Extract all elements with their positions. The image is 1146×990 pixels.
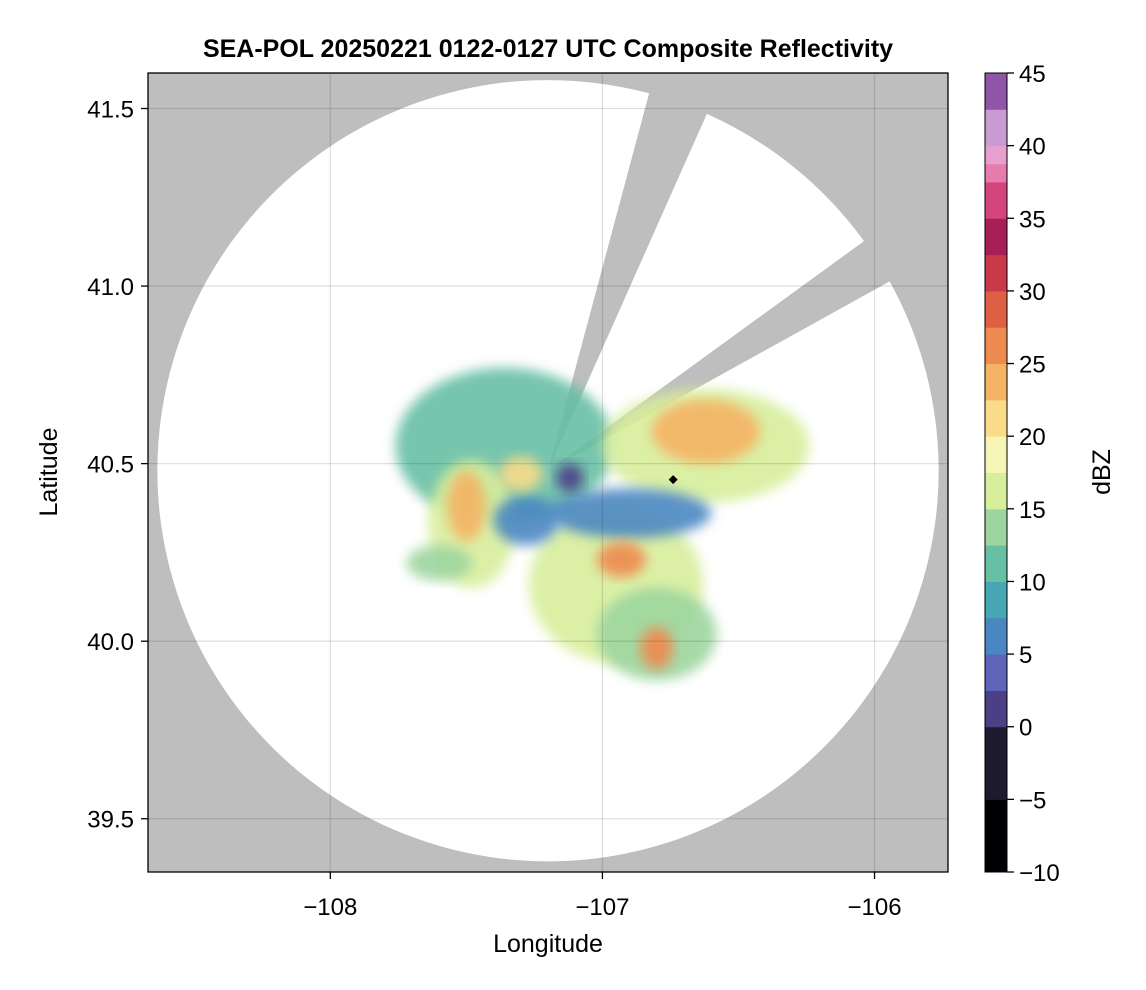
echo-region (596, 541, 646, 578)
colorbar-band (985, 327, 1007, 346)
colorbar-band (985, 526, 1007, 546)
echo-region (493, 495, 559, 546)
echo-region (556, 463, 584, 493)
colorbar-band (985, 181, 1007, 201)
colorbar-band (985, 763, 1007, 782)
colorbar-band (985, 381, 1007, 401)
colorbar-band (985, 599, 1007, 619)
colorbar-band (985, 672, 1007, 691)
colorbar-tick-label: 25 (1019, 352, 1046, 379)
y-tick-label: 40.5 (87, 452, 134, 479)
colorbar-band (985, 654, 1007, 673)
colorbar-band (985, 726, 1007, 746)
colorbar-band (985, 290, 1007, 310)
colorbar-tick-label: 30 (1019, 279, 1046, 306)
colorbar-band (985, 309, 1007, 328)
colorbar-band (985, 109, 1007, 128)
reflectivity-echoes (395, 367, 810, 681)
colorbar-tick-label: 5 (1019, 642, 1032, 669)
colorbar-band (985, 799, 1007, 819)
y-axis: 39.5 40.0 40.5 41.0 41.5 (87, 97, 148, 834)
colorbar-band (985, 399, 1007, 419)
colorbar-band (985, 236, 1007, 256)
colorbar-tick-label: −10 (1019, 860, 1060, 887)
echo-region (447, 470, 486, 542)
y-axis-label: Latitude (35, 428, 63, 517)
colorbar-band (985, 272, 1007, 292)
colorbar-band (985, 835, 1007, 855)
plot-frame (147, 72, 949, 873)
colorbar-band (985, 163, 1007, 183)
echo-region (651, 399, 761, 464)
colorbar-band (985, 690, 1007, 710)
echo-region (548, 488, 712, 539)
colorbar-band (985, 454, 1007, 473)
colorbar-band (985, 200, 1007, 219)
colorbar-band (985, 218, 1007, 237)
colorbar-band (985, 145, 1007, 165)
x-tick-label: −108 (303, 894, 357, 921)
gridlines (148, 73, 948, 872)
colorbar-band (985, 73, 1007, 92)
y-tick-label: 39.5 (87, 807, 134, 834)
colorbar-tick-label: 45 (1019, 61, 1046, 88)
colorbar-band (985, 708, 1007, 728)
echo-region (640, 626, 674, 670)
colorbar-band (985, 127, 1007, 147)
colorbar-tick-label: 40 (1019, 134, 1046, 161)
colorbar-band (985, 563, 1007, 582)
y-tick-label: 40.0 (87, 629, 134, 656)
x-axis-label: Longitude (493, 930, 603, 958)
colorbar-band (985, 254, 1007, 274)
x-tick-label: −107 (575, 894, 629, 921)
echo-region (406, 545, 472, 581)
colorbar-band (985, 363, 1007, 383)
colorbar-tick-label: 15 (1019, 497, 1046, 524)
colorbar-band (985, 436, 1007, 455)
x-tick-label: −106 (847, 894, 901, 921)
chart-title: SEA-POL 20250221 0122-0127 UTC Composite… (203, 35, 893, 63)
colorbar-band (985, 853, 1007, 873)
colorbar: −10 −5 0 5 10 15 20 25 30 35 40 45 (984, 61, 1060, 887)
colorbar-band (985, 508, 1007, 528)
colorbar-tick-label: 20 (1019, 424, 1046, 451)
colorbar-label: dBZ (1088, 449, 1116, 495)
y-tick-label: 41.5 (87, 97, 134, 124)
colorbar-tick-label: −5 (1019, 787, 1046, 814)
colorbar-frame (984, 72, 1008, 873)
plot-area (148, 73, 948, 872)
colorbar-band (985, 490, 1007, 510)
station-marker (668, 475, 678, 485)
colorbar-band (985, 781, 1007, 800)
colorbar-tick-label: 35 (1019, 206, 1046, 233)
colorbar-band (985, 472, 1007, 492)
colorbar-band (985, 418, 1007, 437)
colorbar-band (985, 635, 1007, 655)
colorbar-band (985, 581, 1007, 601)
y-tick-label: 41.0 (87, 274, 134, 301)
colorbar-band (985, 617, 1007, 637)
colorbar-band (985, 91, 1007, 110)
echo-region (499, 456, 543, 493)
colorbar-band (985, 817, 1007, 837)
colorbar-band (985, 744, 1007, 764)
colorbar-band (985, 545, 1007, 564)
colorbar-tick-label: 10 (1019, 569, 1046, 596)
colorbar-band (985, 345, 1007, 365)
x-axis: −108 −107 −106 (303, 872, 902, 921)
colorbar-tick-label: 0 (1019, 715, 1032, 742)
